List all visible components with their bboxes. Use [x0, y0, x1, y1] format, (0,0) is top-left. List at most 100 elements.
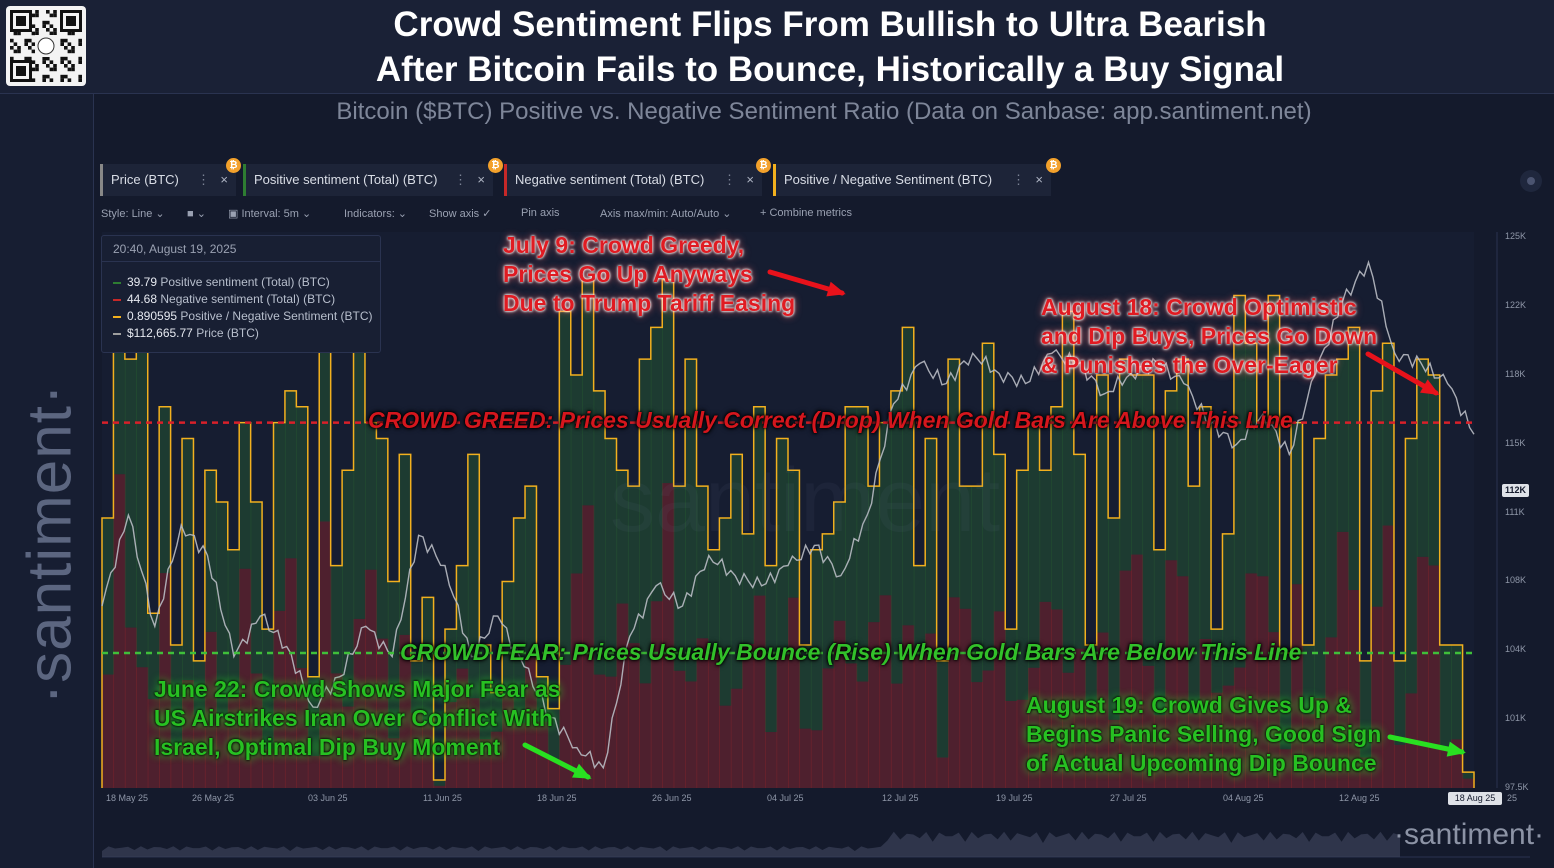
positive-bar [925, 438, 938, 634]
positive-bar [1085, 645, 1098, 703]
positive-bar [993, 454, 1006, 612]
negative-bar [307, 755, 320, 788]
axis-maxmin-select[interactable]: Axis max/min: Auto/Auto ⌄ [600, 208, 732, 220]
negative-bar [239, 568, 252, 788]
arrow-aug18-icon [1365, 351, 1440, 396]
y-tick-label: 118K [1505, 369, 1526, 379]
negative-bar [387, 738, 400, 788]
bitcoin-badge-icon: ₿ [756, 158, 771, 173]
color-select[interactable]: ■ ⌄ [187, 208, 206, 220]
x-tick-label: 19 Jul 25 [996, 793, 1033, 803]
negative-bar [1199, 638, 1212, 788]
negative-bar [970, 682, 983, 788]
header-band [0, 0, 1554, 94]
tab-negative-label: Negative sentiment (Total) (BTC) [515, 172, 705, 187]
fear-line-label: CROWD FEAR: Prices Usually Bounce (Rise)… [400, 639, 1302, 665]
positive-bar [102, 517, 115, 675]
tab-menu-icon[interactable]: ⋮ [1012, 172, 1025, 187]
negative-bar [1028, 667, 1041, 788]
positive-bar [239, 422, 252, 569]
tab-positive-sentiment[interactable]: Positive sentiment (Total) (BTC) ⋮ × [243, 164, 493, 196]
positive-bar [639, 359, 652, 684]
tab-negative-sentiment[interactable]: Negative sentiment (Total) (BTC) ⋮ × [504, 164, 762, 196]
annotation-line: Israel, Optimal Dip Buy Moment [154, 734, 501, 760]
x-tick-label: 12 Aug 25 [1339, 793, 1380, 803]
negative-bar [1153, 714, 1166, 788]
negative-bar [1039, 601, 1052, 788]
positive-bar [1291, 422, 1304, 585]
tab-menu-icon[interactable]: ⋮ [454, 172, 467, 187]
negative-bar [1233, 667, 1246, 788]
combine-metrics-button[interactable]: + Combine metrics [760, 207, 853, 219]
positive-bar [1050, 406, 1063, 610]
positive-bar [948, 359, 961, 598]
tab-positive-label: Positive sentiment (Total) (BTC) [254, 172, 438, 187]
tooltip-row-ratio: 0.890595 Positive / Negative Sentiment (… [113, 309, 372, 323]
negative-bar [1142, 665, 1155, 788]
positive-bar [1165, 390, 1178, 561]
interval-select[interactable]: ▣ Interval: 5m ⌄ [228, 208, 312, 220]
negative-bar [1382, 525, 1395, 788]
negative-bar [1439, 749, 1452, 788]
x-tick-label: 12 Jul 25 [882, 793, 919, 803]
negative-bar [673, 670, 686, 788]
negative-bar [216, 717, 229, 788]
positive-bar [1073, 454, 1086, 649]
annotation-line: and Dip Buys, Prices Go Down [1041, 323, 1378, 349]
positive-bar [650, 327, 663, 602]
positive-bar [753, 406, 766, 596]
negative-bar [1165, 560, 1178, 788]
positive-bar [1028, 422, 1041, 668]
positive-bar [1108, 517, 1121, 720]
positive-bar [970, 486, 983, 683]
positive-bar [1325, 374, 1338, 638]
positive-bar [1039, 470, 1052, 602]
settings-dot-icon[interactable] [1520, 170, 1542, 192]
tab-menu-icon[interactable]: ⋮ [197, 172, 210, 187]
tab-menu-icon[interactable]: ⋮ [723, 172, 736, 187]
close-icon[interactable]: × [220, 172, 228, 187]
negative-bar [810, 730, 823, 788]
negative-bar [570, 573, 583, 788]
close-icon[interactable]: × [1035, 172, 1043, 187]
negative-bar [193, 714, 206, 788]
positive-bar [730, 454, 743, 689]
negative-bar [1302, 714, 1315, 788]
indicators-select[interactable]: Indicators: ⌄ [344, 208, 408, 220]
positive-bar [810, 549, 823, 731]
tab-ratio[interactable]: Positive / Negative Sentiment (BTC) ⋮ × [773, 164, 1051, 196]
close-icon[interactable]: × [477, 172, 485, 187]
positive-bar [685, 359, 698, 682]
positive-bar [1211, 629, 1224, 693]
negative-bar [1211, 692, 1224, 788]
negative-bar [353, 618, 366, 788]
positive-bar [1359, 660, 1372, 758]
negative-bar [433, 785, 446, 788]
tooltip-value: $112,665.77 [127, 326, 193, 340]
style-select-label: Style: Line [101, 208, 153, 220]
bitcoin-badge-icon: ₿ [488, 158, 503, 173]
negative-bar [799, 728, 812, 788]
tooltip-timestamp: 20:40, August 19, 2025 [113, 242, 237, 256]
show-axis-toggle[interactable]: Show axis ✓ [429, 207, 491, 220]
negative-bar [1359, 757, 1372, 788]
tooltip-label: Positive / Negative Sentiment (BTC) [180, 309, 373, 323]
negative-bar [856, 681, 869, 788]
positive-bar [1371, 390, 1384, 607]
tab-price[interactable]: Price (BTC) ⋮ × [100, 164, 236, 196]
show-axis-label: Show axis [429, 208, 480, 220]
style-select[interactable]: Style: Line ⌄ [101, 208, 165, 220]
y-tick-label: 108K [1505, 575, 1527, 585]
positive-bar [845, 406, 858, 664]
negative-bar [410, 713, 423, 788]
negative-bar [605, 676, 618, 788]
center-watermark: santiment [610, 451, 1001, 551]
santiment-bottom-logo: ·santiment· [1394, 818, 1545, 851]
positive-bar [273, 422, 286, 611]
negative-bar [547, 759, 560, 788]
close-icon[interactable]: × [746, 172, 754, 187]
pin-axis-toggle[interactable]: Pin axis [521, 207, 560, 219]
tab-ratio-label: Positive / Negative Sentiment (BTC) [784, 172, 993, 187]
positive-bar [525, 486, 538, 658]
